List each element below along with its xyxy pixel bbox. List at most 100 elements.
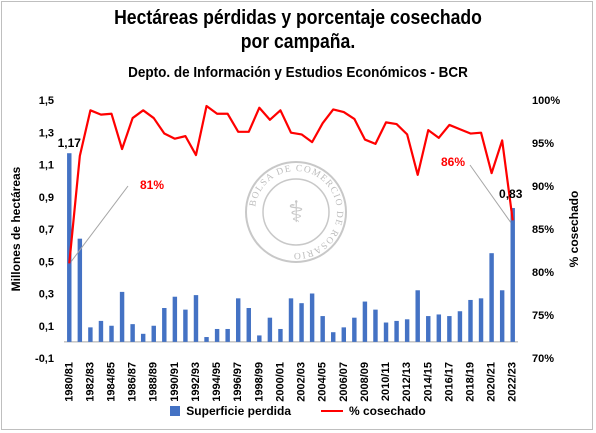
bar [235,298,241,342]
bar [162,308,167,342]
legend-entry-bars: Superficie perdida [170,404,291,418]
x-tick-label: 2012/13 [401,362,413,402]
x-tick-label: 1986/87 [127,362,139,402]
y2-tick-label: 70% [532,353,554,365]
bar [489,253,494,342]
y-axis-title: Millones de hectáreas [9,166,23,291]
seal-emblem: ⚕ [288,195,304,230]
bar [341,327,347,342]
x-tick-label: 2016/17 [443,362,455,402]
bar [499,290,505,342]
chart-subtitle: Depto. de Información y Estudios Económi… [128,64,468,81]
bar-data-label: 1,17 [58,136,82,150]
y-tick-label: 0,5 [39,256,54,268]
bar [257,335,262,342]
bar [404,319,410,342]
bar [457,311,463,342]
y-tick-label: 1,3 [39,127,54,139]
legend-entry-line: % cosechado [321,404,426,418]
y2-tick-label: 100% [532,95,560,107]
x-tick-label: 2014/15 [422,362,434,402]
bar [278,328,283,342]
bar [204,337,209,342]
bar [67,153,72,342]
bar [119,291,125,342]
y-tick-label: 0,9 [39,192,54,204]
bar [98,320,104,342]
bar [436,314,442,342]
legend-label-bars: Superficie perdida [186,404,291,418]
bar [172,296,178,342]
bar [140,333,146,342]
bar [288,298,294,342]
y2-tick-label: 95% [532,138,554,150]
legend-swatch-line [321,410,343,412]
bar [510,208,515,342]
bar [478,298,484,342]
bar [394,320,399,342]
bar-data-label: 0,83 [499,187,523,201]
y-tick-label: 1,1 [39,160,54,172]
bar [246,308,251,342]
bar [352,317,357,342]
y2-tick-label: 85% [532,224,554,236]
bar [362,301,368,342]
x-tick-label: 1998/99 [253,362,265,402]
x-tick-label: 1996/97 [232,362,244,402]
x-tick-label: 2000/01 [274,362,286,402]
seal-outer-ring [245,161,347,263]
chart-legend: Superficie perdida % cosechado [0,404,596,418]
x-tick-label: 2018/19 [464,362,476,402]
x-tick-label: 1992/93 [190,362,202,402]
y2-axis-title: % cosechado [567,191,581,268]
x-tick-label: 2004/05 [317,362,329,402]
x-tick-label: 2002/03 [296,362,308,402]
bar [468,299,473,342]
bar [225,328,230,342]
bar [447,316,452,342]
x-tick-label: 2020/21 [486,362,498,402]
bar [130,324,135,342]
bar [214,328,220,342]
y-tick-label: 0,1 [39,321,54,333]
bar [426,316,431,342]
bar [88,327,93,342]
y2-tick-label: 80% [532,267,554,279]
bar [77,238,83,342]
callout-leader [469,164,512,223]
x-tick-label: 2006/07 [338,362,350,402]
bar [267,317,273,342]
bar [299,303,304,342]
line-series [68,104,514,264]
y2-tick-label: 75% [532,310,554,322]
bar [109,325,114,342]
x-tick-label: 1994/95 [211,362,223,402]
bar [183,309,188,342]
line-data-label: 86% [441,155,465,169]
bar [331,332,336,342]
y-tick-label: -0,1 [35,353,54,365]
x-tick-label: 1980/81 [63,362,75,402]
x-tick-label: 1990/91 [169,362,181,402]
chart-title: Hectáreas pérdidas y porcentaje cosechad… [114,7,482,53]
x-tick-label: 1982/83 [84,362,96,402]
bar [193,295,199,342]
bar [320,316,325,342]
x-tick-label: 2010/11 [380,362,392,401]
x-tick-label: 1988/89 [148,362,160,402]
y-tick-label: 0,7 [39,224,54,236]
bar [151,325,156,342]
line-data-label: 81% [140,178,164,192]
bar [373,309,378,342]
y2-tick-label: 90% [532,181,554,193]
y-tick-label: 1,5 [39,95,54,107]
legend-label-line: % cosechado [349,404,426,418]
y-tick-label: 0,3 [39,289,54,301]
x-tick-label: 1984/85 [106,362,118,402]
x-tick-label: 2022/23 [507,362,519,402]
bar [309,293,315,342]
bar [415,290,420,342]
seal-inner-ring [262,178,330,246]
